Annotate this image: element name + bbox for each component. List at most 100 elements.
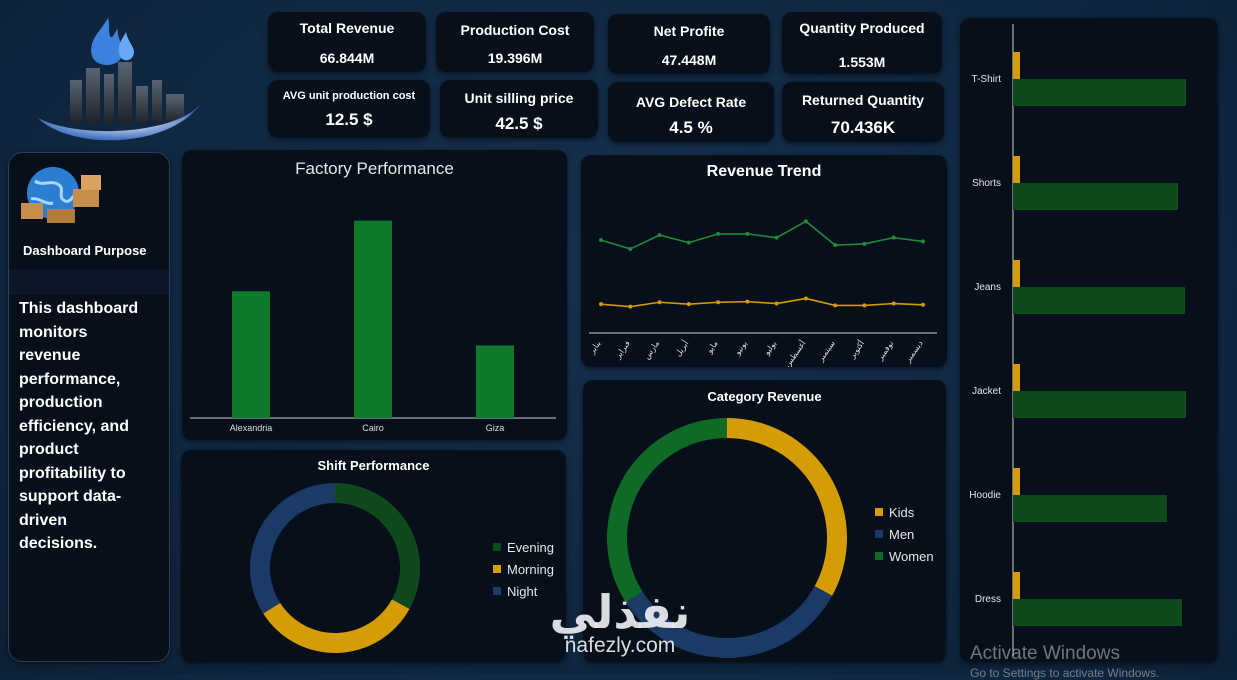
legend-swatch — [875, 508, 883, 516]
x-tick-label: نوفمبر — [875, 339, 895, 363]
purpose-divider — [9, 269, 169, 295]
kpi-value: 4.5 % — [669, 118, 713, 137]
x-tick-label: فبراير — [613, 339, 632, 361]
kpi-title: Returned Quantity — [801, 92, 925, 108]
series-point — [599, 238, 603, 243]
series-point — [833, 243, 838, 248]
y-tick-label: T-Shirt — [972, 74, 1002, 85]
globe-boxes-icon — [17, 163, 109, 225]
legend-swatch — [875, 552, 883, 560]
series-point — [921, 302, 925, 307]
series-point — [686, 240, 691, 245]
x-tick-label: أكتوبر — [846, 338, 866, 360]
kpi-returned-quantity: Returned Quantity 70.436K — [782, 82, 944, 142]
factory-performance-chart: Alexandria Cairo Giza — [190, 220, 556, 433]
activate-windows-subtitle: Go to Settings to activate Windows. — [970, 666, 1160, 680]
x-tick-label: أبريل — [672, 338, 690, 358]
purpose-text: This dashboard monitors revenue performa… — [19, 300, 139, 552]
bar-gold-jeans — [1013, 260, 1020, 287]
legend-item-evening: Evening — [493, 536, 554, 558]
legend-item-women: Women — [875, 545, 934, 567]
activate-windows-notice: Activate Windows Go to Settings to activ… — [970, 643, 1159, 680]
x-tick-label: ديسمبر — [903, 339, 925, 365]
series-point — [891, 235, 896, 240]
shift-performance-title: Shift Performance — [317, 458, 430, 473]
kpi-title: Net Profite — [653, 23, 725, 39]
kpi-value: 19.396M — [487, 50, 543, 66]
watermark-latin: nafezly.com — [564, 634, 676, 657]
kpi-title: Quantity Produced — [799, 20, 925, 36]
series-point — [745, 231, 750, 236]
kpi-unit-price: Unit silling price 42.5 $ — [440, 80, 598, 138]
x-tick-label: يناير — [587, 339, 603, 356]
purpose-panel: Dashboard Purpose This dashboard monitor… — [8, 152, 170, 662]
kpi-title: AVG unit production cost — [282, 90, 416, 102]
bar-gold-shorts — [1013, 156, 1020, 183]
series-point — [599, 302, 603, 307]
product-revenue-panel: T-Shirt Shorts Jeans Jacket Hoodie Dress — [960, 18, 1218, 662]
company-logo — [30, 10, 210, 150]
y-tick-label: Dress — [975, 594, 1001, 605]
bar-gold-jacket — [1013, 364, 1020, 391]
series-line-0 — [600, 220, 924, 250]
product-revenue-chart: T-Shirt Shorts Jeans Jacket Hoodie Dress — [969, 24, 1186, 656]
kpi-value: 1.553M — [838, 54, 886, 70]
bar-gold-dress — [1013, 572, 1020, 599]
kpi-value: 12.5 $ — [325, 110, 373, 129]
series-point — [628, 304, 633, 309]
series-point — [862, 303, 867, 308]
bar-green-dress — [1013, 599, 1182, 626]
bar-giza — [476, 345, 514, 418]
series-point — [716, 300, 721, 305]
legend-label: Night — [507, 583, 538, 599]
kpi-value: 42.5 $ — [495, 114, 543, 133]
legend-label: Kids — [889, 504, 915, 520]
slice-kids — [727, 418, 847, 596]
nafezly-watermark: نفذلي nafezly.com — [540, 589, 700, 658]
series-point — [891, 301, 896, 306]
slice-morning — [263, 599, 410, 653]
y-tick-label: Jeans — [974, 282, 1001, 293]
bar-alexandria — [232, 291, 270, 418]
y-tick-label: Shorts — [972, 178, 1001, 189]
shift-performance-chart — [250, 483, 420, 653]
x-tick-label: يونيو — [732, 339, 749, 357]
bar-gold-t-shirt — [1013, 52, 1020, 79]
bar-gold-hoodie — [1013, 468, 1020, 495]
kpi-defect-rate: AVG Defect Rate 4.5 % — [608, 82, 774, 142]
slice-men — [625, 586, 833, 658]
series-point — [921, 239, 925, 244]
legend-item-men: Men — [875, 523, 934, 545]
x-tick-label: Giza — [486, 423, 505, 433]
kpi-title: AVG Defect Rate — [635, 94, 747, 110]
x-tick-label: Cairo — [362, 423, 384, 433]
slice-night — [250, 483, 335, 614]
slice-evening — [335, 483, 420, 609]
revenue-trend-chart: يناير فبراير مارس أبريل مايو يونيو يوليو أغسطس س… — [587, 219, 937, 367]
legend-item-night: Night — [493, 580, 554, 602]
bar-green-hoodie — [1013, 495, 1167, 522]
x-tick-label: Alexandria — [230, 423, 273, 433]
kpi-title: Unit silling price — [464, 90, 574, 106]
x-tick-label: مايو — [704, 339, 719, 356]
category-revenue-chart — [607, 418, 847, 658]
legend-label: Women — [889, 548, 934, 564]
x-tick-label: يوليو — [762, 339, 779, 358]
legend-label: Men — [889, 526, 915, 542]
series-line-1 — [600, 297, 924, 308]
x-tick-label: سبتمبر — [816, 339, 837, 364]
kpi-quantity-produced: Quantity Produced 1.553M — [782, 12, 942, 74]
y-tick-label: Hoodie — [969, 490, 1001, 501]
series-point — [803, 296, 808, 301]
series-point — [862, 241, 867, 246]
bar-green-shorts — [1013, 183, 1178, 210]
series-point — [657, 233, 662, 238]
series-point — [716, 231, 721, 236]
kpi-value: 47.448M — [661, 52, 717, 68]
series-point — [686, 302, 691, 307]
factory-performance-panel: Factory Performance Alexandria Cairo Giza — [182, 150, 567, 440]
bar-green-jeans — [1013, 287, 1185, 314]
legend-item-kids: Kids — [875, 501, 934, 523]
shift-legend: Evening Morning Night — [493, 536, 554, 602]
series-point — [833, 303, 838, 308]
